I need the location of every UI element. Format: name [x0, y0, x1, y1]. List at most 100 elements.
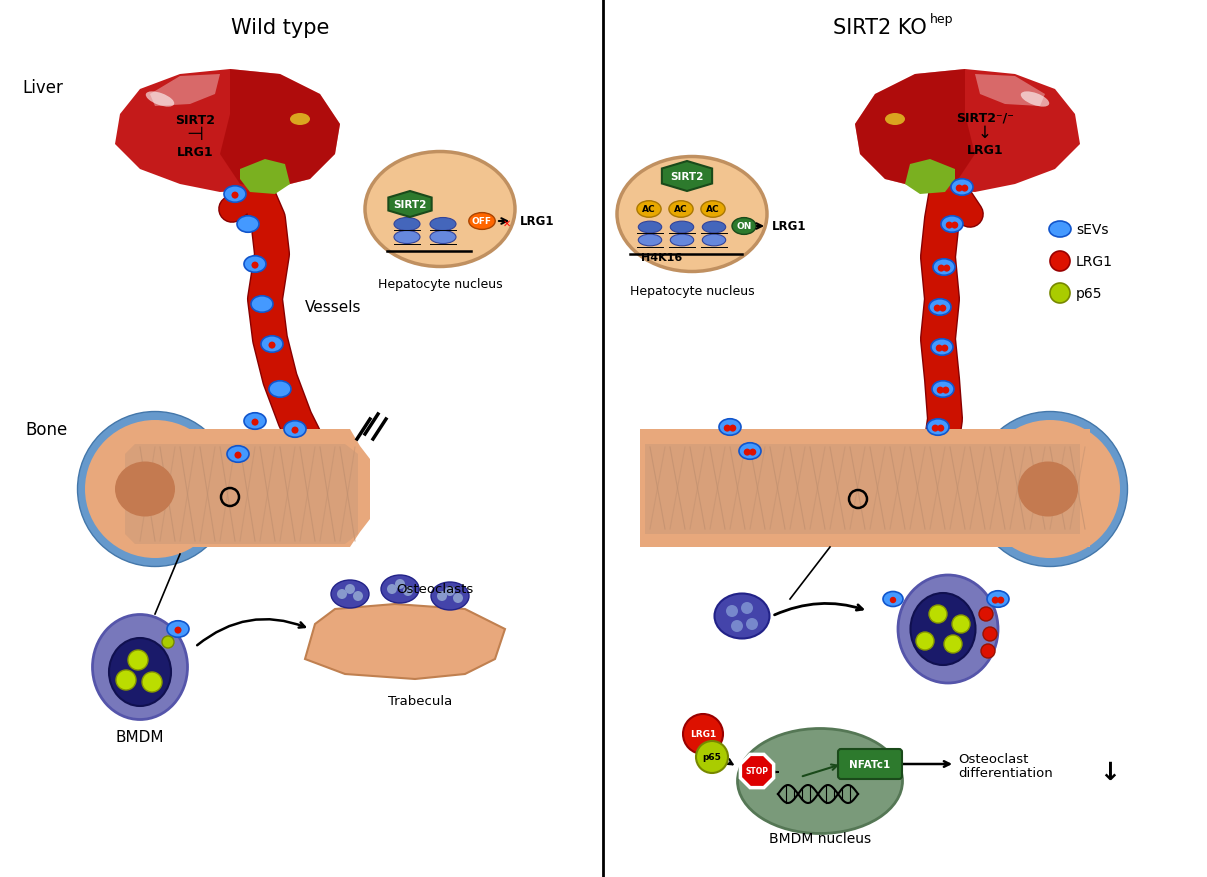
Text: SIRT2⁻/⁻: SIRT2⁻/⁻ — [956, 111, 1014, 125]
Circle shape — [982, 627, 997, 641]
Text: LRG1: LRG1 — [520, 215, 554, 228]
Circle shape — [162, 637, 174, 648]
Text: ✕: ✕ — [503, 218, 511, 229]
Ellipse shape — [929, 299, 951, 316]
Text: hep: hep — [931, 13, 954, 26]
Circle shape — [725, 605, 737, 617]
Text: AC: AC — [706, 205, 719, 214]
Text: ↓: ↓ — [1100, 760, 1120, 784]
Circle shape — [1050, 252, 1069, 272]
Ellipse shape — [290, 114, 310, 126]
Ellipse shape — [237, 217, 260, 233]
Ellipse shape — [927, 419, 949, 436]
Text: LRG1: LRG1 — [690, 730, 716, 738]
Text: AC: AC — [642, 205, 655, 214]
Ellipse shape — [931, 339, 954, 356]
Text: NFATc1: NFATc1 — [850, 759, 891, 769]
Text: p65: p65 — [702, 752, 722, 761]
Polygon shape — [905, 160, 955, 195]
Ellipse shape — [973, 412, 1127, 567]
Ellipse shape — [885, 114, 905, 126]
Circle shape — [929, 605, 947, 624]
Text: SIRT2: SIRT2 — [393, 200, 427, 210]
Circle shape — [445, 587, 455, 596]
Circle shape — [403, 587, 413, 596]
Ellipse shape — [167, 621, 189, 638]
Circle shape — [251, 419, 258, 426]
Circle shape — [387, 584, 397, 595]
Polygon shape — [305, 604, 505, 679]
Circle shape — [352, 591, 363, 602]
Circle shape — [934, 305, 940, 312]
Polygon shape — [389, 192, 432, 217]
Ellipse shape — [719, 419, 741, 436]
Ellipse shape — [430, 232, 456, 244]
Polygon shape — [115, 70, 340, 193]
Polygon shape — [661, 162, 712, 192]
Polygon shape — [150, 75, 220, 107]
Text: LRG1: LRG1 — [967, 143, 1003, 156]
Ellipse shape — [331, 581, 369, 609]
Text: ↓: ↓ — [978, 124, 992, 142]
Circle shape — [234, 452, 241, 459]
Text: H4K16: H4K16 — [641, 253, 683, 263]
Text: Trabecula: Trabecula — [387, 695, 453, 707]
Text: Osteoclast: Osteoclast — [958, 752, 1028, 766]
Text: differentiation: differentiation — [958, 766, 1053, 780]
Text: Hepatocyte nucleus: Hepatocyte nucleus — [630, 285, 754, 297]
Ellipse shape — [261, 337, 282, 353]
Text: sEVs: sEVs — [1075, 223, 1108, 237]
Ellipse shape — [737, 729, 903, 833]
Circle shape — [128, 650, 148, 670]
Ellipse shape — [670, 235, 694, 246]
Circle shape — [731, 620, 744, 632]
Ellipse shape — [84, 420, 225, 559]
Circle shape — [916, 632, 934, 650]
Polygon shape — [640, 430, 1090, 547]
Text: LRG1: LRG1 — [772, 220, 806, 233]
Text: SIRT2: SIRT2 — [175, 113, 215, 126]
Ellipse shape — [702, 222, 725, 233]
Text: LRG1: LRG1 — [1075, 254, 1113, 268]
Circle shape — [724, 425, 730, 432]
Text: ON: ON — [736, 222, 752, 232]
Ellipse shape — [244, 413, 266, 430]
Ellipse shape — [93, 615, 187, 720]
Circle shape — [952, 616, 970, 633]
Polygon shape — [119, 430, 371, 547]
Circle shape — [345, 584, 355, 595]
Text: p65: p65 — [1075, 287, 1102, 301]
Circle shape — [395, 580, 406, 589]
Text: OFF: OFF — [472, 217, 492, 226]
Ellipse shape — [639, 235, 661, 246]
Polygon shape — [126, 445, 358, 545]
Ellipse shape — [639, 222, 661, 233]
Text: SIRT2 KO: SIRT2 KO — [833, 18, 927, 38]
Ellipse shape — [251, 296, 273, 313]
Ellipse shape — [77, 412, 233, 567]
Circle shape — [729, 425, 736, 432]
Circle shape — [337, 589, 346, 599]
Ellipse shape — [284, 421, 307, 438]
Circle shape — [992, 597, 998, 604]
Ellipse shape — [701, 202, 725, 218]
Ellipse shape — [987, 591, 1009, 608]
Circle shape — [951, 223, 958, 230]
Text: LRG1: LRG1 — [176, 146, 214, 159]
Ellipse shape — [910, 594, 975, 666]
Circle shape — [142, 673, 162, 692]
Circle shape — [961, 185, 968, 192]
Ellipse shape — [1021, 92, 1049, 108]
Ellipse shape — [393, 218, 420, 232]
Polygon shape — [220, 70, 340, 189]
Text: AC: AC — [675, 205, 688, 214]
Ellipse shape — [980, 420, 1120, 559]
Circle shape — [890, 597, 897, 603]
Polygon shape — [855, 70, 975, 189]
Circle shape — [232, 192, 239, 199]
Ellipse shape — [617, 157, 766, 272]
Ellipse shape — [670, 222, 694, 233]
Circle shape — [944, 635, 962, 653]
Text: Liver: Liver — [22, 79, 63, 96]
Text: BMDM nucleus: BMDM nucleus — [769, 831, 871, 845]
